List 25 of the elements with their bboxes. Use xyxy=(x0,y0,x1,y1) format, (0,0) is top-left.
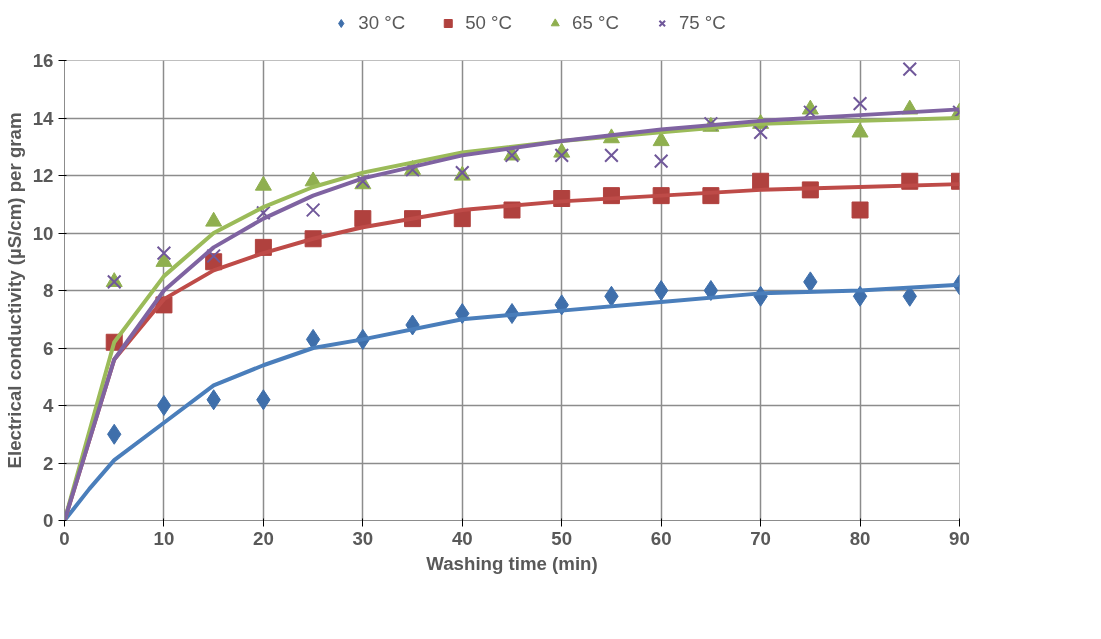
legend-label: 50 °C xyxy=(465,11,512,34)
legend-label: 65 °C xyxy=(572,11,619,34)
y-tick-label: 8 xyxy=(43,280,54,301)
x-tick-label: 50 xyxy=(551,527,573,549)
x-tick-label: 40 xyxy=(451,527,473,549)
x-tick-label: 30 xyxy=(352,527,374,549)
y-tick-label: 0 xyxy=(43,510,54,531)
y-tick-label: 14 xyxy=(32,107,55,129)
legend-label: 75 °C xyxy=(678,11,726,34)
y-tick-label: 6 xyxy=(43,337,54,359)
y-tick-label: 10 xyxy=(32,222,54,244)
legend-label: 30 °C xyxy=(358,11,406,34)
y-tick-label: 2 xyxy=(43,452,54,474)
x-tick-label: 60 xyxy=(650,527,672,549)
x-tick-label: 20 xyxy=(253,527,274,549)
x-tick-label: 0 xyxy=(59,527,70,549)
x-tick-label: 90 xyxy=(949,527,970,549)
x-tick-label: 80 xyxy=(849,527,871,549)
y-tick-label: 12 xyxy=(32,165,54,186)
y-tick-label: 16 xyxy=(32,50,54,71)
x-axis-title: Washing time (min) xyxy=(426,552,598,574)
y-tick-label: 4 xyxy=(43,395,55,416)
x-tick-label: 70 xyxy=(750,527,771,549)
x-tick-label: 10 xyxy=(153,527,175,549)
y-axis-title: Electrical conductivity (µS/cm) per gram xyxy=(3,112,25,469)
